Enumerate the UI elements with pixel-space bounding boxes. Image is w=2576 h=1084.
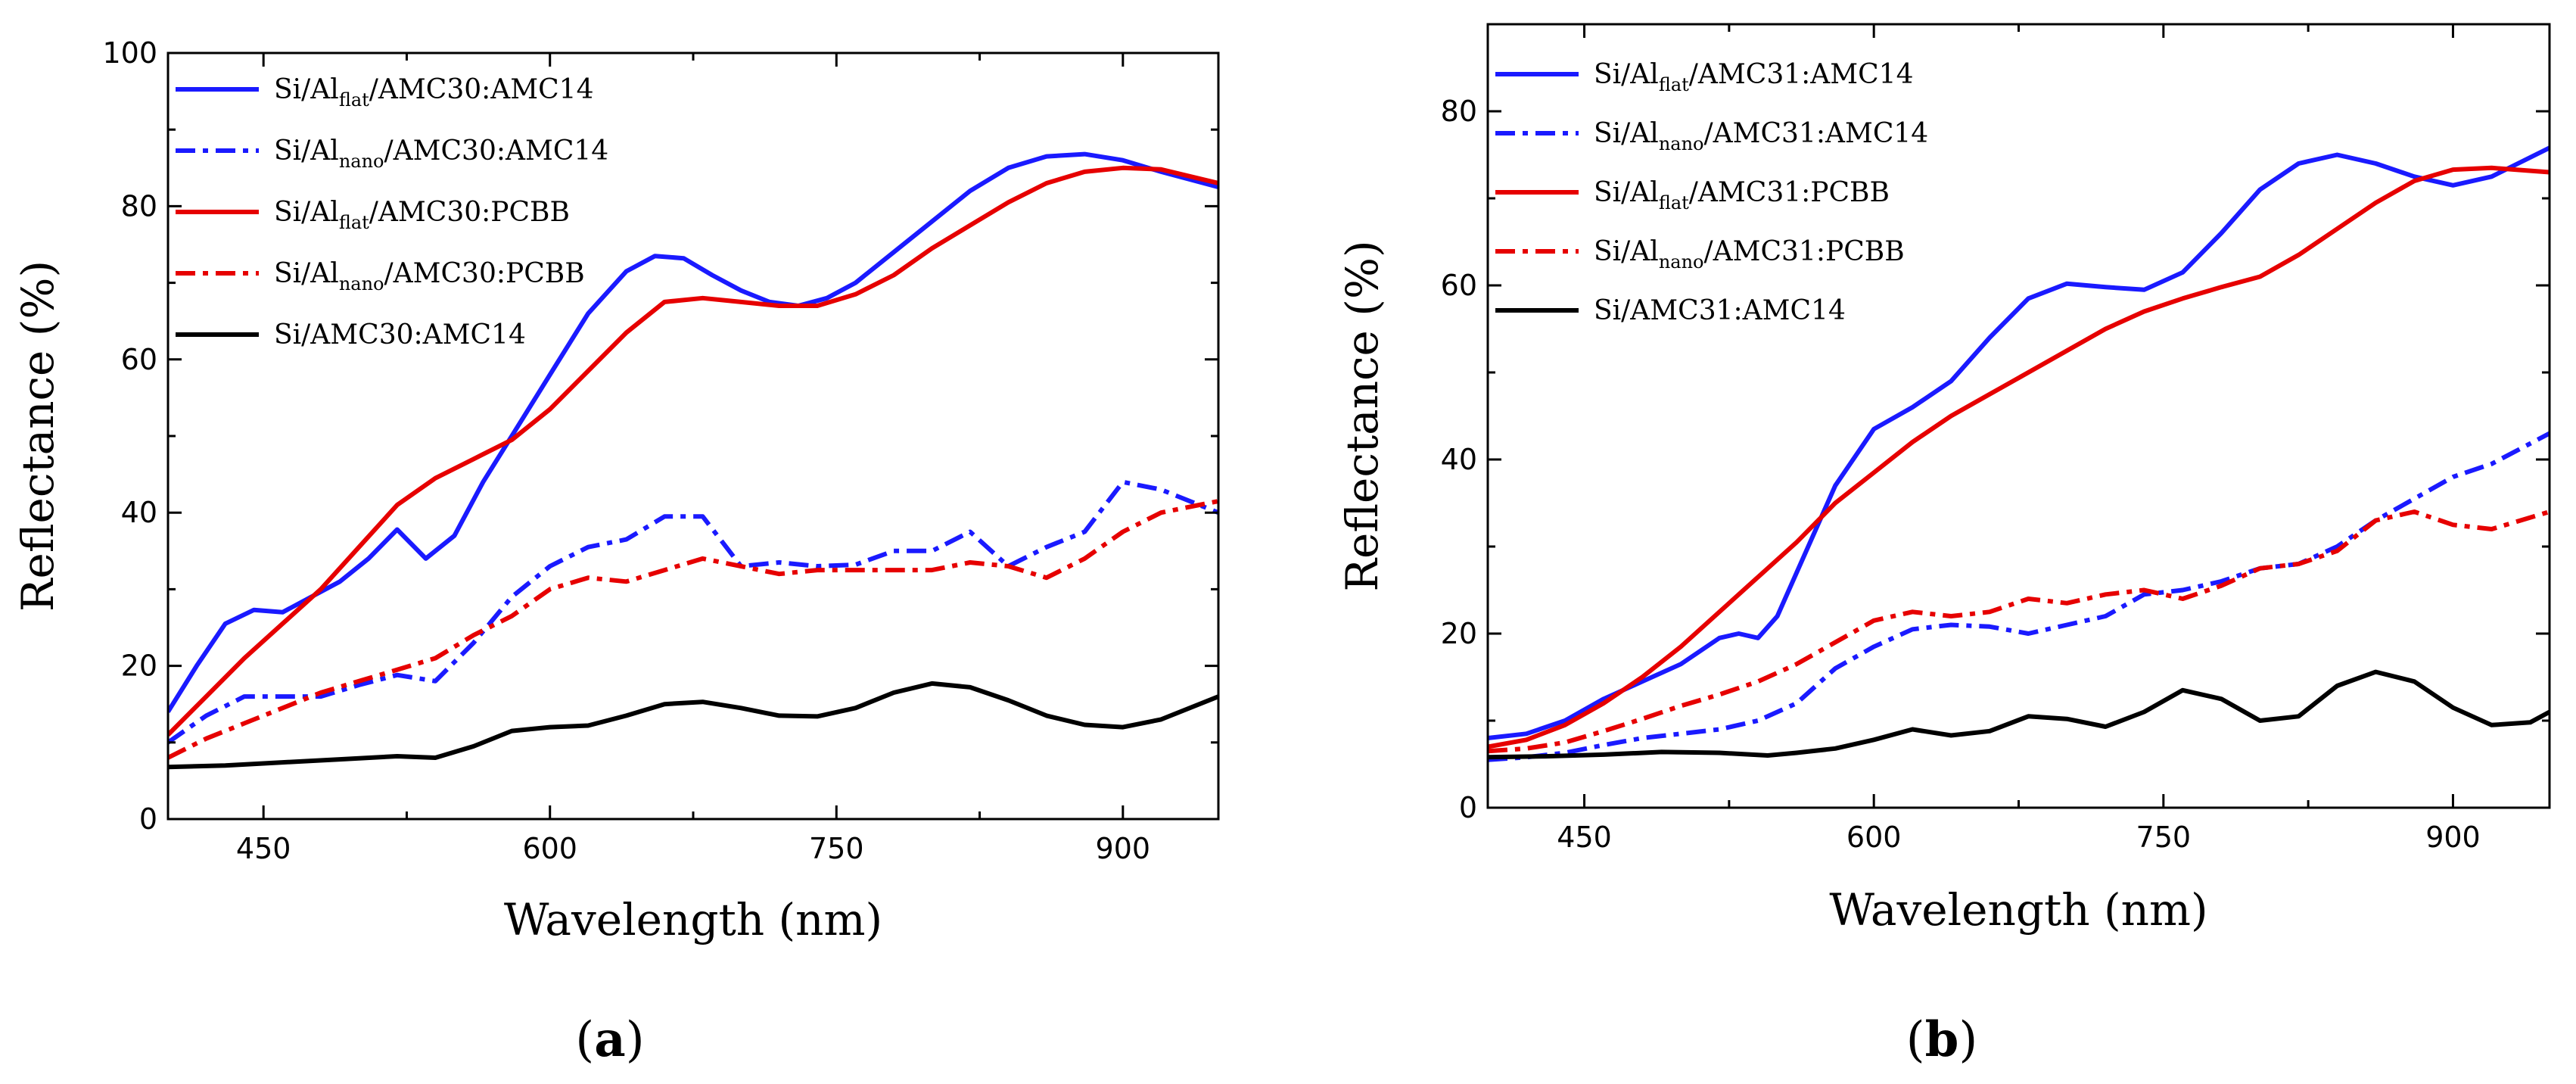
series-line-a-5 bbox=[168, 681, 1218, 770]
legend-label-1: Si/Alflat/AMC31:AMC14 bbox=[1594, 59, 1913, 95]
x-tick-label: 450 bbox=[236, 832, 291, 865]
y-tick-label: 20 bbox=[121, 649, 157, 683]
legend-label-1: Si/Alflat/AMC30:AMC14 bbox=[274, 74, 593, 111]
x-axis-title: Wavelength (nm) bbox=[1829, 884, 2207, 936]
y-axis-title: Reflectance (%) bbox=[1336, 240, 1388, 591]
y-tick-label: 80 bbox=[1441, 95, 1477, 128]
legend-label-2: Si/Alnano/AMC30:AMC14 bbox=[274, 136, 608, 172]
series-group bbox=[168, 151, 1218, 770]
legend-label-3: Si/Alflat/AMC30:PCBB bbox=[274, 197, 570, 233]
x-axis-title: Wavelength (nm) bbox=[504, 894, 882, 945]
legend-label-5: Si/AMC31:AMC14 bbox=[1594, 295, 1846, 326]
y-tick-label: 0 bbox=[139, 802, 157, 836]
series-group bbox=[1488, 145, 2550, 762]
y-tick-label: 60 bbox=[1441, 269, 1477, 302]
y-tick-label: 40 bbox=[121, 496, 157, 529]
y-tick-label: 40 bbox=[1441, 443, 1477, 476]
series-line-a-2 bbox=[168, 479, 1218, 745]
series-line-b-5 bbox=[1488, 669, 2550, 760]
x-tick-label: 600 bbox=[522, 832, 577, 865]
series-line-b-1 bbox=[1488, 145, 2550, 740]
y-axis-title: Reflectance (%) bbox=[12, 260, 64, 612]
series-line-b-3 bbox=[1488, 165, 2550, 749]
series-line-b-2 bbox=[1488, 431, 2550, 762]
panel-label: (b) bbox=[1906, 1011, 1978, 1068]
x-tick-label: 900 bbox=[2425, 821, 2481, 854]
series-line-a-3 bbox=[168, 165, 1218, 737]
y-tick-label: 20 bbox=[1441, 617, 1477, 650]
y-tick-label: 80 bbox=[121, 189, 157, 223]
legend-label-2: Si/Alnano/AMC31:AMC14 bbox=[1594, 118, 1928, 154]
legend-label-3: Si/Alflat/AMC31:PCBB bbox=[1594, 177, 1890, 213]
legend-label-5: Si/AMC30:AMC14 bbox=[274, 319, 526, 350]
legend-label-4: Si/Alnano/AMC30:PCBB bbox=[274, 258, 585, 294]
x-tick-label: 900 bbox=[1096, 832, 1151, 865]
y-tick-label: 100 bbox=[102, 36, 157, 70]
x-tick-label: 450 bbox=[1557, 821, 1612, 854]
x-tick-label: 600 bbox=[1846, 821, 1902, 854]
legend-label-4: Si/Alnano/AMC31:PCBB bbox=[1594, 236, 1905, 273]
panel-a-chart: 0 20 40 60 80 100 450 600 750 900 Wavelength (nm) R… bbox=[12, 36, 1220, 1068]
y-tick-label: 0 bbox=[1459, 791, 1477, 824]
panel-b-chart: 0 20 40 60 80 450 600 750 900 Wavelength (nm) Refl… bbox=[1336, 23, 2551, 1068]
x-tick-label: 750 bbox=[809, 832, 864, 865]
series-line-a-1 bbox=[168, 151, 1218, 713]
panel-label: (a) bbox=[575, 1011, 644, 1068]
x-tick-label: 750 bbox=[2136, 821, 2192, 854]
y-tick-label: 60 bbox=[121, 343, 157, 376]
series-line-b-4 bbox=[1488, 509, 2550, 754]
